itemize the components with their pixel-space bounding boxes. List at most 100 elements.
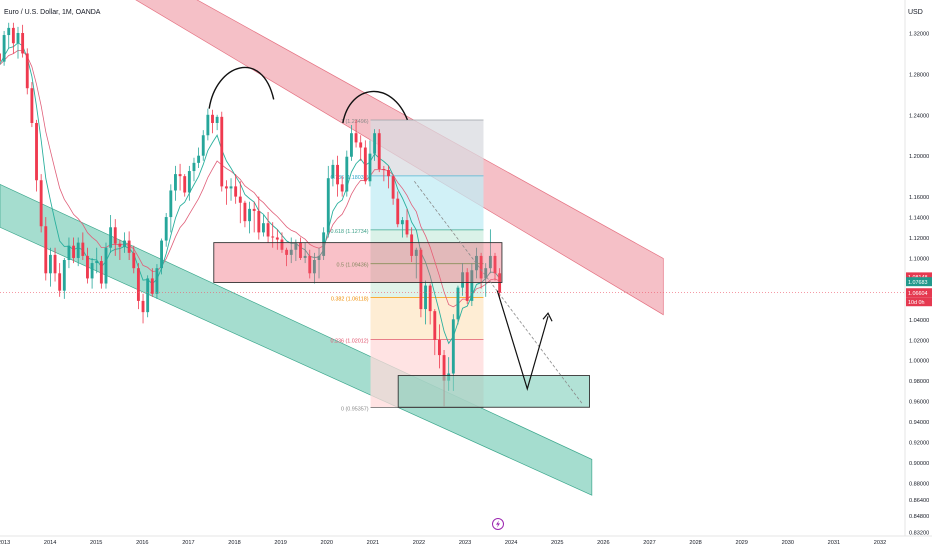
candle-body	[155, 268, 159, 294]
candle-body	[238, 196, 242, 203]
candle-body	[400, 220, 404, 225]
candle-body	[285, 249, 289, 255]
lightning-icon[interactable]	[492, 518, 504, 530]
candle-body	[405, 220, 409, 235]
candle-body	[354, 133, 358, 143]
price-tick-label: 1.28000	[909, 72, 929, 78]
time-tick-label: 2032	[874, 540, 886, 546]
candle-body	[275, 237, 279, 240]
time-tick-label: 2013	[0, 540, 10, 546]
candle-body	[424, 285, 427, 310]
candle-body	[127, 240, 131, 253]
price-tick-label: 1.04000	[909, 318, 929, 324]
dashed-projection-line	[414, 181, 583, 405]
candle-body	[35, 122, 38, 181]
time-tick-label: 2031	[828, 540, 840, 546]
price-tick-label: 0.84800	[909, 514, 929, 520]
price-tag	[906, 297, 932, 307]
projection-arrow	[496, 290, 549, 391]
candle-body	[312, 260, 316, 274]
price-tick-label: 0.98000	[909, 379, 929, 385]
candle-body	[150, 278, 154, 294]
candle-body	[76, 242, 80, 258]
candle-body	[299, 242, 302, 258]
candle-body	[410, 234, 414, 256]
time-tick-label: 2020	[321, 540, 333, 546]
price-tick-label: 0.90000	[909, 461, 929, 467]
candle-body	[25, 53, 29, 89]
candle-body	[479, 255, 483, 279]
fib-level-label: 0.5 (1.09436)	[336, 263, 368, 269]
fib-band	[370, 120, 484, 176]
candle-body	[340, 184, 344, 192]
fib-level-label: 0.382 (1.06118)	[331, 297, 369, 303]
candle-body	[488, 255, 492, 269]
candle-body	[16, 33, 20, 44]
candle-body	[289, 249, 293, 255]
time-tick-label: 2014	[44, 540, 56, 546]
candle-body	[104, 247, 108, 284]
candle-body	[234, 186, 238, 197]
fib-level-label: 0.236 (1.02012)	[330, 339, 368, 345]
price-tick-label: 1.24000	[909, 113, 929, 119]
price-tag-label: 1.07683	[908, 280, 928, 286]
candle-body	[174, 174, 177, 191]
candle-body	[44, 226, 48, 274]
fib-level-label: 1 (1.23496)	[341, 119, 369, 125]
candle-body	[308, 255, 312, 274]
candle-body	[123, 240, 126, 247]
candle-body	[113, 227, 117, 244]
candle-body	[368, 153, 372, 182]
time-tick-label: 2025	[551, 540, 563, 546]
price-tag	[906, 272, 932, 282]
candle-body	[72, 245, 76, 258]
candle-body	[197, 155, 201, 163]
time-tick-label: 2015	[90, 540, 102, 546]
resistance-zone	[213, 242, 503, 283]
candle-body	[271, 236, 275, 238]
candle-body	[215, 116, 219, 123]
candle-body	[160, 240, 163, 269]
candle-body	[419, 249, 423, 310]
candle-body	[377, 133, 381, 169]
price-tick-label: 0.94000	[909, 420, 929, 426]
candle-body	[484, 268, 488, 279]
time-tick-label: 2028	[689, 540, 701, 546]
candle-body	[465, 272, 469, 301]
price-tick-label: 0.92000	[909, 441, 929, 447]
price-tick-label: 1.20000	[909, 154, 929, 160]
candle-body	[382, 168, 386, 171]
candle-body	[86, 255, 89, 279]
candle-body	[187, 171, 191, 193]
time-tick-label: 2029	[735, 540, 747, 546]
price-tick-label: 0.88000	[909, 481, 929, 487]
candle-body	[109, 227, 113, 248]
candle-body	[67, 245, 71, 261]
slow-moving-average	[0, 49, 500, 308]
time-tick-label: 2022	[413, 540, 425, 546]
candle-body	[456, 287, 460, 320]
price-tick-label: 1.16000	[909, 195, 929, 201]
fib-level-label: 0.618 (1.12734)	[330, 229, 368, 235]
price-tick-label: 0.96000	[909, 400, 929, 406]
price-tick-label: 1.14000	[909, 216, 929, 222]
candle-body	[451, 319, 455, 374]
fib-band	[370, 229, 484, 264]
candle-body	[493, 255, 497, 274]
candle-body	[387, 170, 390, 177]
candle-body	[183, 176, 187, 193]
price-tick-label: 0.83200	[909, 531, 929, 537]
candle-body	[252, 208, 256, 211]
support-zone	[397, 375, 590, 408]
time-tick-label: 2030	[782, 540, 794, 546]
candle-body	[11, 27, 15, 44]
candle-body	[326, 178, 330, 233]
candle-body	[498, 273, 502, 293]
price-tick-label: 1.02000	[909, 338, 929, 344]
candle-body	[81, 242, 85, 256]
candle-body	[461, 272, 465, 288]
candle-body	[141, 300, 145, 313]
time-tick-label: 2017	[182, 540, 194, 546]
